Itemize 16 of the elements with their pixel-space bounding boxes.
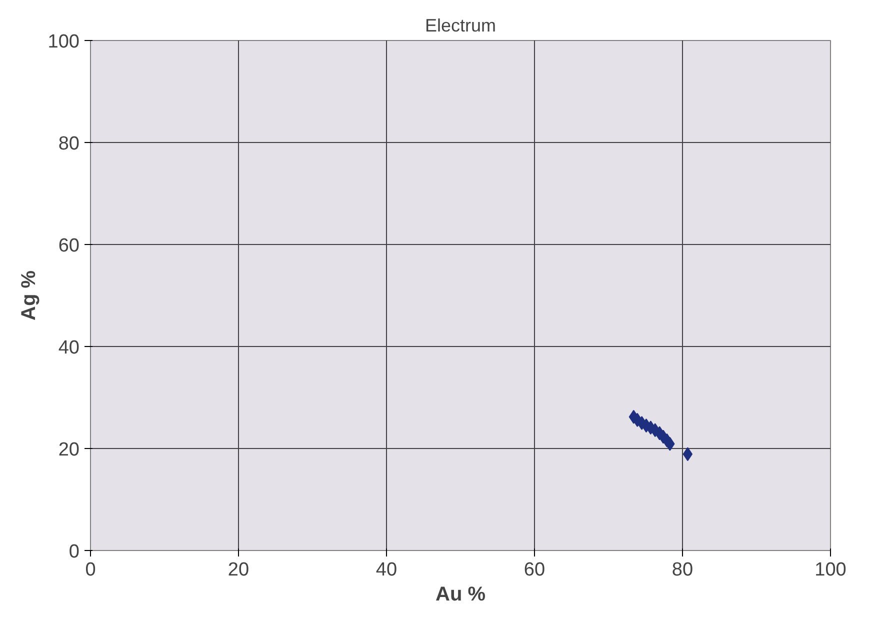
y-tick-label: 40 (58, 338, 80, 358)
x-tick-label: 80 (672, 560, 694, 580)
x-tick-label: 100 (814, 560, 846, 580)
y-tick-label: 100 (48, 32, 80, 52)
y-axis-title: Ag % (18, 270, 40, 320)
y-tick-label: 20 (58, 440, 80, 460)
point (682, 447, 693, 462)
x-tick-label: 20 (228, 560, 250, 580)
x-tick-label: 40 (376, 560, 398, 580)
y-tick-label: 60 (58, 236, 80, 256)
x-tick-label: 60 (524, 560, 546, 580)
y-tick-label: 0 (68, 542, 80, 562)
x-axis-title: Au % (436, 584, 486, 606)
y-tick-label: 80 (58, 134, 80, 154)
x-tick-label: 0 (85, 560, 96, 580)
chart-title: Electrum (424, 16, 496, 36)
